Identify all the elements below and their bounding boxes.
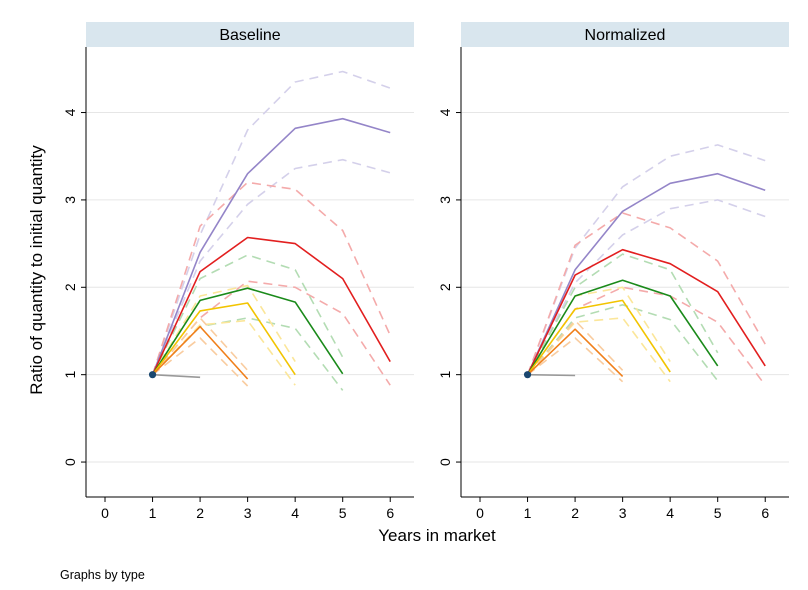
x-tick-label: 1 xyxy=(524,505,532,521)
x-tick-label: 6 xyxy=(386,505,394,521)
y-axis-label: Ratio of quantity to initial quantity xyxy=(27,145,46,395)
panel-1: Baseline 0 1 2 3 4 0 1 2 3 4 5 6 xyxy=(62,22,414,521)
y-tick-label: 0 xyxy=(437,458,453,466)
x-tick-label: 5 xyxy=(714,505,722,521)
x-tick-label: 0 xyxy=(476,505,484,521)
panel-title: Baseline xyxy=(219,27,280,44)
series-line-3 xyxy=(526,279,719,376)
x-tick-label: 2 xyxy=(571,505,579,521)
x-tick-label: 4 xyxy=(666,505,674,521)
series-line-8-ci xyxy=(526,199,766,376)
series-line-16-ci xyxy=(527,337,624,383)
y-tick-label: 1 xyxy=(437,371,453,379)
x-tick-label: 4 xyxy=(291,505,299,521)
graphs-by-note: Graphs by type xyxy=(60,568,145,582)
y-tick-label: 1 xyxy=(62,371,78,379)
y-tick-label: 2 xyxy=(62,283,78,291)
x-tick-label: 3 xyxy=(244,505,252,521)
x-tick-label: 2 xyxy=(196,505,204,521)
series-line-5 xyxy=(152,325,249,380)
panel-title: Normalized xyxy=(585,27,666,44)
y-tick-label: 4 xyxy=(62,108,78,116)
series-line-2 xyxy=(526,248,766,376)
y-tick-label: 3 xyxy=(437,196,453,204)
series-line-1 xyxy=(526,172,766,376)
panel-title-strip xyxy=(86,22,414,47)
x-tick-label: 0 xyxy=(101,505,109,521)
start-point-marker xyxy=(148,371,157,379)
panel-2: Normalized 0 1 2 3 4 0 1 2 3 4 5 6 xyxy=(437,22,789,521)
series-line-3 xyxy=(151,287,344,376)
series-line-12-ci xyxy=(526,303,719,382)
series-line-4 xyxy=(526,299,671,376)
y-tick-label: 3 xyxy=(62,196,78,204)
series-line-4 xyxy=(151,302,296,376)
x-tick-label: 6 xyxy=(761,505,769,521)
x-tick-label: 5 xyxy=(339,505,347,521)
x-tick-label: 1 xyxy=(149,505,157,521)
series-line-2 xyxy=(151,236,391,376)
series-line-7-ci xyxy=(151,70,391,375)
panel-title-strip xyxy=(461,22,789,47)
series-line-6 xyxy=(152,373,201,379)
y-tick-label: 0 xyxy=(62,458,78,466)
series-line-9-ci xyxy=(526,212,766,375)
series-line-13-ci xyxy=(151,284,296,376)
series-line-9-ci xyxy=(151,181,391,375)
series-line-15-ci xyxy=(151,317,249,376)
x-tick-label: 3 xyxy=(619,505,627,521)
series-line-1 xyxy=(151,117,391,375)
y-tick-label: 2 xyxy=(437,283,453,291)
series-line-5 xyxy=(527,328,624,377)
y-tick-label: 4 xyxy=(437,108,453,116)
series-line-11-ci xyxy=(526,253,719,376)
panels-layer: Baseline 0 1 2 3 4 0 1 2 3 4 5 6 Normalized 0 1 2 3 4 0 1 2 3 4… xyxy=(62,22,789,521)
series-line-8-ci xyxy=(151,158,391,376)
series-line-11-ci xyxy=(151,254,344,376)
series-line-16-ci xyxy=(152,337,249,387)
start-point-marker xyxy=(523,371,532,379)
series-line-6 xyxy=(527,373,576,377)
x-axis-label: Years in market xyxy=(378,526,496,545)
